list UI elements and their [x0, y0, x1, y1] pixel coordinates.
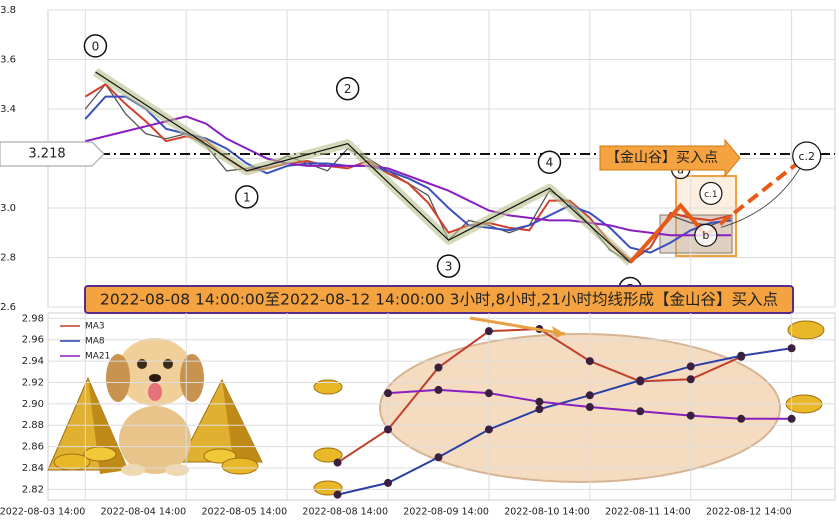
pivot-marker: [83, 34, 108, 58]
data-point: [484, 327, 493, 336]
data-point: [384, 478, 393, 487]
pattern-projection: [704, 154, 808, 237]
pattern-line: [628, 202, 708, 264]
data-point: [585, 391, 594, 400]
y-tick-label: 2.6: [0, 302, 16, 313]
y-tick-label: 2.98: [22, 313, 44, 324]
data-point: [384, 389, 393, 398]
arrow: [469, 316, 566, 336]
x-tick-label: 2022-08-11 14:00: [605, 507, 691, 518]
data-point: [787, 344, 796, 353]
pattern-marker: [792, 141, 822, 171]
banner-box: [84, 285, 794, 314]
y-tick-label: 2.8: [0, 253, 16, 264]
legend-label: MA8: [85, 337, 105, 347]
data-point: [636, 376, 645, 385]
x-tick-label: 2022-08-10 14:00: [504, 507, 590, 518]
y-tick-label: 2.96: [22, 335, 44, 346]
series-line: [337, 347, 792, 496]
x-tick-label: 2022-08-09 14:00: [403, 507, 489, 518]
legend-label: MA3: [85, 322, 105, 332]
data-point: [434, 453, 443, 462]
arrow-head: [552, 326, 565, 338]
y-tick-label: 2.88: [22, 420, 44, 431]
reference-tag: [0, 141, 105, 167]
pivot-marker: [235, 185, 259, 209]
pivot-marker: [335, 76, 360, 101]
x-tick-label: 2022-08-04 14:00: [101, 507, 187, 518]
data-point: [434, 385, 443, 394]
pivot-marker: [537, 150, 562, 174]
data-point: [686, 411, 695, 420]
x-tick-label: 2022-08-08 14:00: [302, 507, 388, 518]
pattern-label: b: [702, 229, 709, 242]
y-tick-label: 2.92: [22, 377, 44, 388]
data-point: [737, 351, 746, 360]
data-point: [686, 362, 695, 371]
buy-label: 【金山谷】买入点: [606, 150, 718, 166]
legend-label: MA21: [85, 352, 110, 362]
reference-label: 3.218: [28, 147, 65, 162]
y-tick-label: 3.6: [0, 55, 16, 66]
pattern-marker: [699, 181, 723, 206]
pivot-label: 1: [243, 190, 251, 204]
data-point: [585, 403, 594, 412]
data-point: [686, 375, 695, 384]
pivot-label: 0: [92, 39, 100, 53]
data-point: [535, 405, 544, 414]
pivot-label: 4: [546, 156, 554, 170]
pattern-label: c.2: [798, 150, 815, 163]
data-point: [535, 397, 544, 406]
highlight-ellipse: [379, 333, 781, 483]
y-tick-label: 3.0: [0, 203, 16, 214]
pivot-marker: [436, 254, 461, 278]
buy-arrow: [599, 138, 741, 178]
pattern-marker: [694, 223, 718, 247]
data-point: [484, 389, 493, 398]
wave-line: [95, 71, 631, 263]
data-point: [434, 363, 443, 372]
x-tick-label: 2022-08-03 14:00: [0, 507, 85, 518]
data-point: [636, 407, 645, 416]
y-tick-label: 3.4: [0, 104, 16, 115]
data-point: [737, 414, 746, 423]
y-tick-label: 2.90: [22, 399, 44, 410]
y-tick-label: 2.94: [22, 356, 44, 367]
x-tick-label: 2022-08-05 14:00: [202, 507, 288, 518]
banner-text: 2022-08-08 14:00:00至2022-08-12 14:00:00 …: [100, 291, 778, 309]
data-point: [484, 425, 493, 434]
pivot-label: 2: [344, 82, 352, 96]
data-point: [585, 357, 594, 366]
data-point: [384, 425, 393, 434]
y-tick-label: 2.84: [22, 463, 44, 474]
y-tick-label: 3.8: [0, 5, 16, 16]
data-point: [333, 458, 342, 467]
y-tick-label: 2.86: [22, 442, 44, 453]
data-point: [787, 414, 796, 423]
y-tick-label: 2.82: [22, 484, 44, 495]
pivot-label: 3: [445, 260, 453, 274]
series-line: [85, 115, 732, 237]
data-point: [333, 490, 342, 499]
x-tick-label: 2022-08-12 14:00: [706, 507, 792, 518]
pattern-label: c.1: [704, 190, 718, 200]
